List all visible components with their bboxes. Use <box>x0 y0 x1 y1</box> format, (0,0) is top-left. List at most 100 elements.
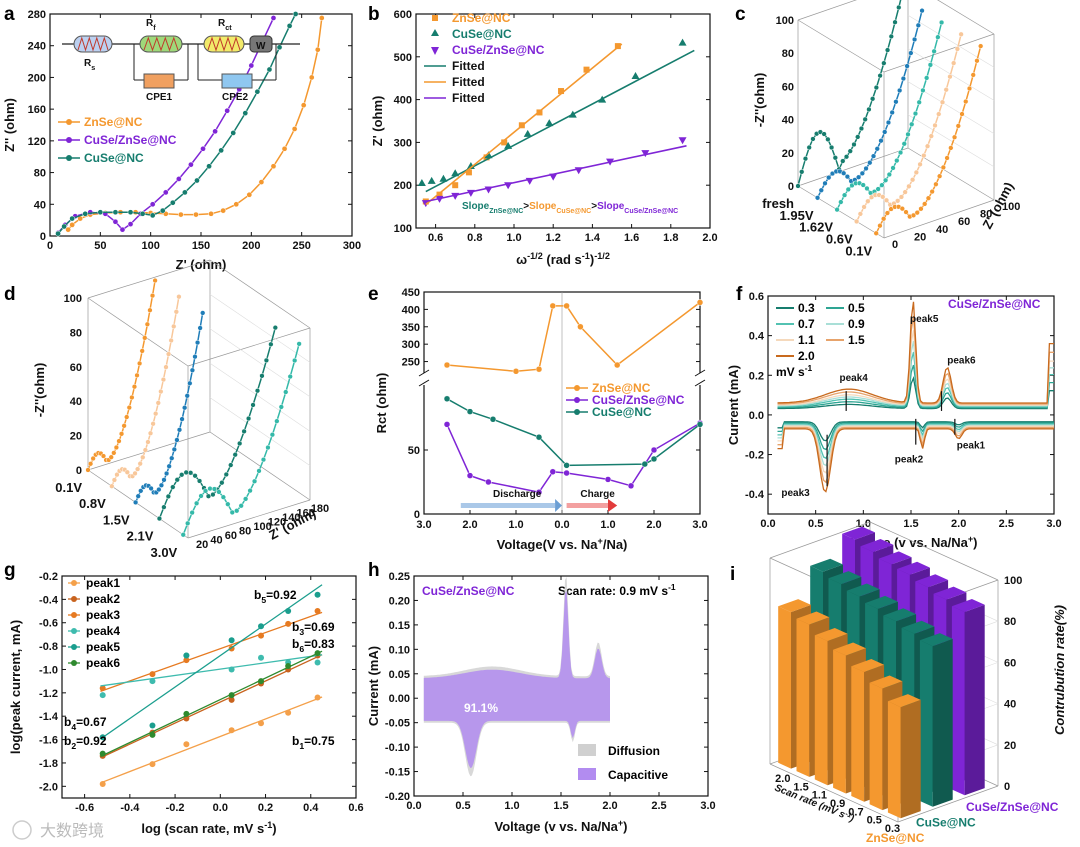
bar-side <box>900 699 921 819</box>
legend-entry: 1.1 <box>798 333 815 347</box>
y-tick-label: -1.4 <box>39 711 59 723</box>
y-tick-label: 0 <box>40 231 46 243</box>
data-point <box>860 182 866 188</box>
x-tick-label: 3.0 <box>1046 518 1061 530</box>
panel-b: 0.6 0.8 1.0 1.2 1.4 1.6 1.8 2.0 100 200 300 400 500 6… <box>368 4 718 267</box>
legend-entry: Fitted <box>452 59 485 73</box>
series-label: CuSe@NC <box>916 816 976 830</box>
data-point <box>882 177 889 183</box>
bar-side <box>932 638 953 807</box>
peak-label: peak6 <box>947 355 976 366</box>
x-tick-label: 20 <box>914 231 926 243</box>
data-point <box>914 210 920 216</box>
fit-line <box>100 696 323 784</box>
data-point <box>890 165 896 171</box>
data-point <box>156 515 163 522</box>
y-axis-label: Current (mA) <box>366 646 381 726</box>
data-point <box>909 121 915 127</box>
y-tick-label: 200 <box>28 72 46 84</box>
peak-label: peak4 <box>840 373 869 384</box>
x-tick-label: 40 <box>210 535 222 547</box>
data-point <box>149 671 156 678</box>
legend-entry: peak2 <box>86 592 120 606</box>
data-point <box>99 780 106 787</box>
data-point <box>212 128 218 135</box>
data-point <box>314 608 321 615</box>
bar <box>833 649 846 794</box>
x-tick-label: 1.0 <box>856 518 871 530</box>
data-point <box>873 84 880 91</box>
data-point <box>878 138 884 144</box>
x-axis-label: Voltage(V vs. Na+/Na) <box>497 536 628 552</box>
bar-top <box>901 620 935 634</box>
data-point <box>512 368 520 375</box>
data-point <box>851 141 857 148</box>
x-tick-label: 0.0 <box>406 800 421 812</box>
legend-entry: 2.0 <box>798 349 815 363</box>
bar <box>887 701 901 819</box>
data-point <box>314 694 321 701</box>
series-line <box>446 422 701 494</box>
z-axis-label: -Z''(ohm) <box>32 363 47 418</box>
data-point <box>200 145 206 152</box>
data-point <box>187 470 194 476</box>
bar <box>851 666 865 802</box>
data-point <box>161 477 167 483</box>
data-point <box>116 438 122 444</box>
data-point <box>908 50 914 56</box>
x-tick-label: 160 <box>296 508 314 520</box>
data-point <box>883 197 890 203</box>
data-point <box>109 483 115 489</box>
y-tick-label: 160 <box>28 104 46 116</box>
box-edge <box>883 33 995 73</box>
data-point <box>149 761 156 768</box>
data-point <box>112 218 119 225</box>
data-point <box>958 31 964 37</box>
data-point <box>138 488 144 494</box>
data-point <box>119 226 126 233</box>
data-point <box>168 337 174 344</box>
data-point <box>828 144 835 151</box>
data-point <box>954 46 961 52</box>
data-point <box>142 447 149 453</box>
bar-top <box>846 583 880 597</box>
data-point <box>928 133 934 139</box>
legend-entry: 0.9 <box>848 317 865 331</box>
data-point <box>148 485 154 492</box>
data-point <box>241 428 247 435</box>
data-point <box>696 299 704 306</box>
z-tick-label: 0 <box>788 181 794 193</box>
y-tick-label: 0.0 <box>749 410 764 422</box>
x-tick-label: 200 <box>242 240 260 252</box>
fit-line <box>425 43 623 206</box>
data-point <box>111 450 117 456</box>
y-tick-label: -1.8 <box>39 758 58 770</box>
data-point <box>278 404 284 410</box>
data-point <box>912 110 919 117</box>
data-point <box>137 461 143 467</box>
panel-label: h <box>368 560 380 581</box>
panel-label: f <box>736 284 743 305</box>
data-point <box>563 469 570 477</box>
data-point <box>885 119 892 126</box>
data-point <box>857 211 864 217</box>
cv-curve <box>777 364 1054 409</box>
data-point <box>869 96 876 102</box>
legend-marker <box>71 628 77 634</box>
y-tick-label: 240 <box>28 41 46 53</box>
data-point <box>439 174 448 182</box>
data-point <box>147 307 153 313</box>
x-tick-label: 0.0 <box>554 519 569 531</box>
data-point <box>111 477 118 483</box>
data-point <box>281 145 288 152</box>
data-point <box>183 652 190 659</box>
data-point <box>118 431 125 437</box>
data-point <box>163 470 170 477</box>
legend-entry: 0.3 <box>798 301 815 315</box>
data-point <box>165 493 171 500</box>
watermark-logo <box>12 820 32 840</box>
data-point <box>259 373 265 379</box>
x-tick-label: 80 <box>980 209 992 221</box>
data-point <box>131 384 138 390</box>
x-tick-label: 60 <box>958 216 970 228</box>
